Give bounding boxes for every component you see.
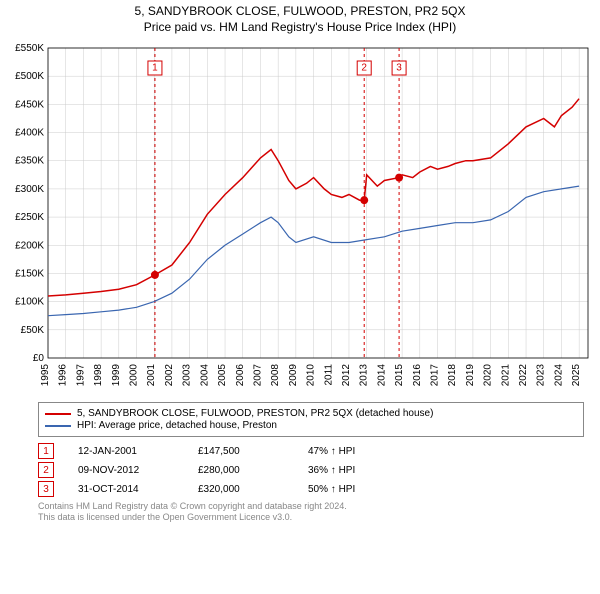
svg-text:2006: 2006 — [235, 364, 246, 387]
svg-text:2001: 2001 — [146, 364, 157, 387]
event-price: £280,000 — [198, 465, 308, 476]
line-chart: £0 £50K £100K £150K £200K £250K £300K £350K £400… — [0, 38, 600, 398]
svg-text:1995: 1995 — [40, 364, 51, 387]
event-marker: 2 — [38, 462, 54, 478]
svg-text:2025: 2025 — [571, 364, 582, 387]
svg-text:2004: 2004 — [199, 364, 210, 387]
events-table: 1 12-JAN-2001£147,50047% ↑ HPI 2 09-NOV-201… — [38, 443, 584, 497]
svg-text:2003: 2003 — [182, 364, 193, 387]
svg-text:2008: 2008 — [270, 364, 281, 387]
svg-text:2015: 2015 — [394, 364, 405, 387]
svg-text:2013: 2013 — [359, 364, 370, 387]
svg-text:2014: 2014 — [376, 364, 387, 387]
svg-text:1998: 1998 — [93, 364, 104, 387]
svg-text:2019: 2019 — [465, 364, 476, 387]
event-price: £320,000 — [198, 484, 308, 495]
legend-row: HPI: Average price, detached house, Pres… — [45, 420, 577, 431]
footer-line-1: Contains HM Land Registry data © Crown c… — [38, 501, 584, 512]
event-row: 3 31-OCT-2014£320,00050% ↑ HPI — [38, 481, 584, 497]
event-date: 12-JAN-2001 — [78, 446, 198, 457]
svg-text:£250K: £250K — [15, 212, 44, 223]
svg-text:1999: 1999 — [111, 364, 122, 387]
svg-text:1996: 1996 — [58, 364, 69, 387]
svg-text:£500K: £500K — [15, 71, 44, 82]
svg-text:3: 3 — [396, 63, 402, 74]
legend-row: 5, SANDYBROOK CLOSE, FULWOOD, PRESTON, P… — [45, 408, 577, 419]
chart-container: £0 £50K £100K £150K £200K £250K £300K £350K £400… — [0, 38, 600, 398]
legend-label: HPI: Average price, detached house, Pres… — [77, 420, 277, 431]
svg-text:2017: 2017 — [430, 364, 441, 387]
svg-text:£150K: £150K — [15, 268, 44, 279]
svg-text:2011: 2011 — [323, 364, 334, 386]
event-date: 09-NOV-2012 — [78, 465, 198, 476]
svg-text:2012: 2012 — [341, 364, 352, 387]
legend-swatch — [45, 425, 71, 427]
svg-text:2005: 2005 — [217, 364, 228, 387]
event-row: 1 12-JAN-2001£147,50047% ↑ HPI — [38, 443, 584, 459]
event-marker: 1 — [38, 443, 54, 459]
svg-text:2000: 2000 — [129, 364, 140, 387]
svg-text:£450K: £450K — [15, 99, 44, 110]
event-marker: 3 — [38, 481, 54, 497]
svg-text:£50K: £50K — [21, 325, 45, 336]
svg-text:£400K: £400K — [15, 128, 44, 139]
svg-text:£350K: £350K — [15, 156, 44, 167]
svg-text:£300K: £300K — [15, 184, 44, 195]
footer-line-2: This data is licensed under the Open Gov… — [38, 512, 584, 523]
event-pct: 47% ↑ HPI — [308, 446, 408, 457]
legend-swatch — [45, 413, 71, 415]
svg-text:2021: 2021 — [500, 364, 511, 387]
footer-attribution: Contains HM Land Registry data © Crown c… — [38, 501, 584, 524]
svg-text:1997: 1997 — [75, 364, 86, 387]
svg-text:£100K: £100K — [15, 297, 44, 308]
event-pct: 50% ↑ HPI — [308, 484, 408, 495]
event-row: 2 09-NOV-2012£280,00036% ↑ HPI — [38, 462, 584, 478]
svg-text:2020: 2020 — [483, 364, 494, 387]
svg-text:2016: 2016 — [412, 364, 423, 387]
svg-text:2: 2 — [361, 63, 367, 74]
chart-title-main: 5, SANDYBROOK CLOSE, FULWOOD, PRESTON, P… — [0, 4, 600, 18]
event-pct: 36% ↑ HPI — [308, 465, 408, 476]
svg-text:2023: 2023 — [536, 364, 547, 387]
svg-text:2022: 2022 — [518, 364, 529, 387]
svg-text:2002: 2002 — [164, 364, 175, 387]
svg-text:£550K: £550K — [15, 43, 44, 54]
svg-text:£200K: £200K — [15, 240, 44, 251]
svg-text:2018: 2018 — [447, 364, 458, 387]
svg-text:2024: 2024 — [553, 364, 564, 387]
legend-label: 5, SANDYBROOK CLOSE, FULWOOD, PRESTON, P… — [77, 408, 433, 419]
svg-text:2009: 2009 — [288, 364, 299, 387]
event-price: £147,500 — [198, 446, 308, 457]
event-date: 31-OCT-2014 — [78, 484, 198, 495]
svg-text:£0: £0 — [33, 353, 45, 364]
chart-title-sub: Price paid vs. HM Land Registry's House … — [0, 20, 600, 34]
svg-text:2007: 2007 — [252, 364, 263, 387]
svg-text:2010: 2010 — [306, 364, 317, 387]
legend: 5, SANDYBROOK CLOSE, FULWOOD, PRESTON, P… — [38, 402, 584, 437]
svg-text:1: 1 — [152, 63, 158, 74]
